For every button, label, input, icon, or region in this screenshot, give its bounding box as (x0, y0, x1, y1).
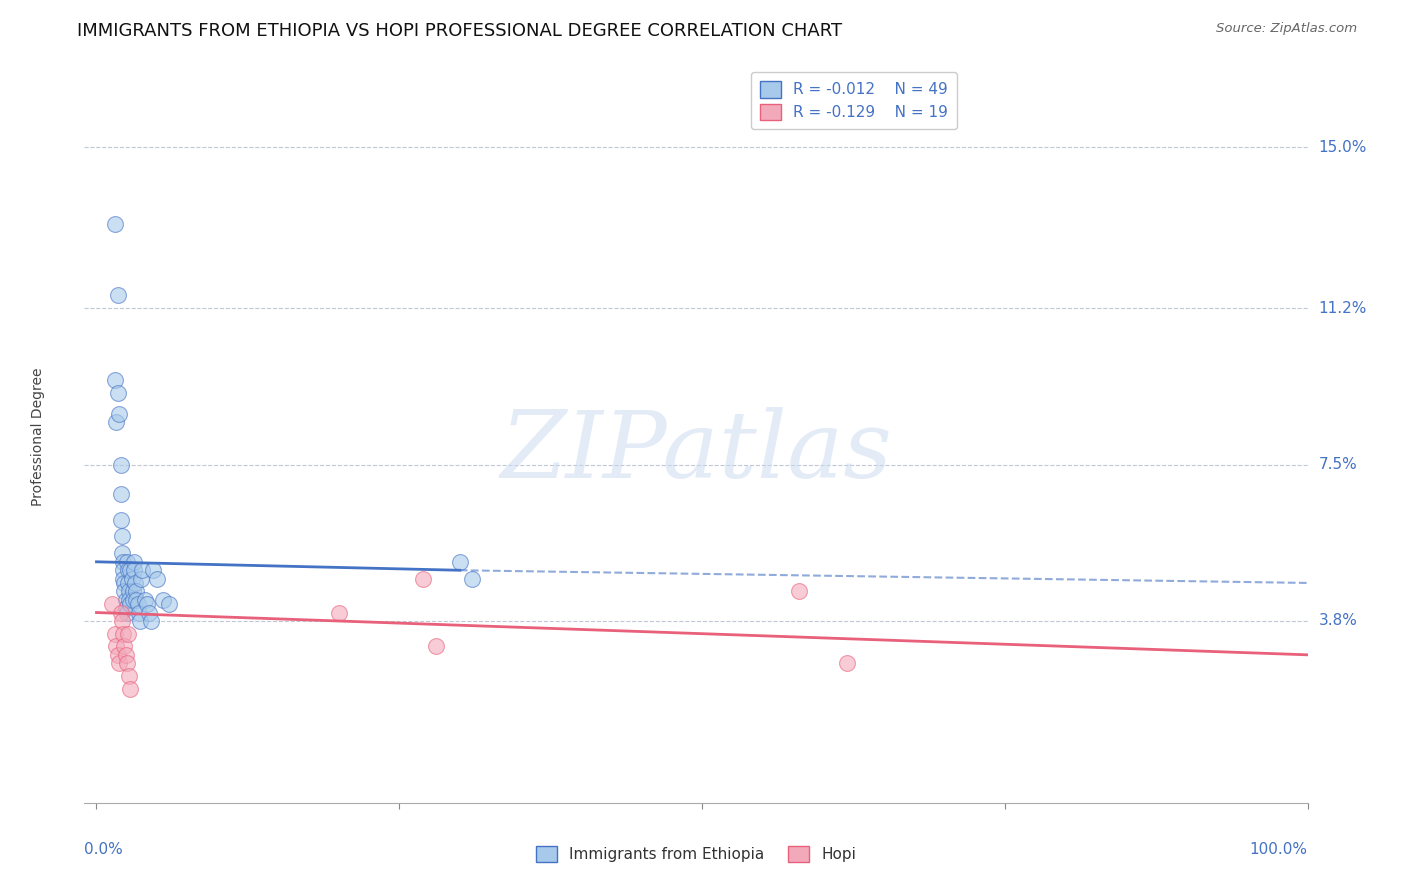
Point (138, 606, 160, 620)
Point (112, 563, 135, 577)
Point (837, 657, 859, 671)
Point (107, 385, 129, 400)
Point (127, 597, 149, 611)
Point (146, 572, 169, 586)
Point (328, 606, 350, 620)
Text: 15.0%: 15.0% (1319, 140, 1367, 155)
Point (115, 606, 138, 620)
Point (114, 601, 136, 615)
Point (124, 576, 146, 591)
Point (157, 597, 180, 611)
Point (111, 614, 134, 628)
Point (121, 572, 143, 586)
Point (117, 576, 139, 591)
Point (107, 288, 129, 302)
Point (117, 563, 139, 577)
Point (108, 657, 131, 671)
Point (115, 657, 138, 671)
Point (115, 555, 138, 569)
Point (118, 592, 141, 607)
Point (120, 681, 142, 696)
Point (112, 640, 135, 654)
Point (112, 572, 135, 586)
Text: 11.2%: 11.2% (1319, 301, 1367, 316)
Point (108, 407, 131, 421)
Text: 3.8%: 3.8% (1319, 614, 1358, 629)
Point (107, 648, 129, 662)
Point (131, 563, 153, 577)
Point (134, 592, 156, 607)
Point (787, 584, 810, 599)
Point (136, 597, 159, 611)
Point (111, 546, 134, 560)
Text: 100.0%: 100.0% (1250, 842, 1308, 856)
Point (110, 458, 132, 472)
Point (461, 572, 484, 586)
Point (129, 572, 152, 586)
Point (125, 592, 148, 607)
Point (122, 555, 145, 569)
Point (104, 415, 127, 429)
Point (112, 576, 135, 591)
Text: IMMIGRANTS FROM ETHIOPIA VS HOPI PROFESSIONAL DEGREE CORRELATION CHART: IMMIGRANTS FROM ETHIOPIA VS HOPI PROFESS… (77, 22, 842, 40)
Legend: Immigrants from Ethiopia, Hopi: Immigrants from Ethiopia, Hopi (530, 839, 862, 868)
Point (128, 606, 150, 620)
Point (104, 373, 127, 387)
Point (125, 584, 148, 599)
Point (114, 648, 136, 662)
Point (120, 563, 142, 577)
Text: Professional Degree: Professional Degree (31, 368, 45, 507)
Point (104, 640, 127, 654)
Point (112, 555, 135, 569)
Point (101, 597, 124, 611)
Point (104, 217, 127, 231)
Point (129, 614, 152, 628)
Point (120, 597, 142, 611)
Point (152, 592, 174, 607)
Point (425, 640, 447, 654)
Text: ZIPatlas: ZIPatlas (501, 407, 891, 497)
Point (121, 584, 143, 599)
Point (118, 669, 141, 683)
Point (118, 584, 141, 599)
Point (121, 592, 143, 607)
Point (110, 487, 132, 501)
Point (110, 512, 132, 526)
Text: 7.5%: 7.5% (1319, 457, 1357, 472)
Text: 0.0%: 0.0% (84, 842, 124, 856)
Point (111, 529, 134, 543)
Point (110, 606, 132, 620)
Point (112, 626, 135, 640)
Point (112, 584, 135, 599)
Point (117, 626, 139, 640)
Point (142, 563, 165, 577)
Point (104, 626, 127, 640)
Point (449, 555, 471, 569)
Point (412, 572, 434, 586)
Point (139, 614, 162, 628)
Text: Source: ZipAtlas.com: Source: ZipAtlas.com (1216, 22, 1357, 36)
Point (114, 592, 136, 607)
Point (122, 563, 145, 577)
